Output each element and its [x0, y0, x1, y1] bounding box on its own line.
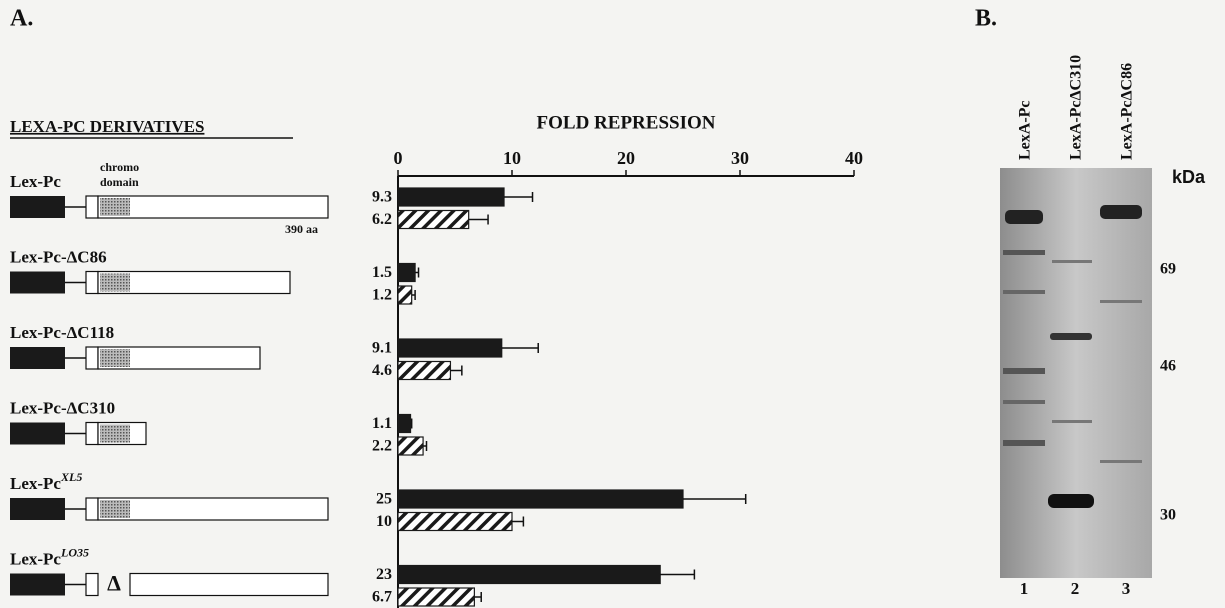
x-tick-label: 20: [617, 148, 635, 168]
chromo-domain: [100, 349, 130, 367]
bar: [398, 415, 411, 433]
x-tick-label: 0: [394, 148, 403, 168]
marker-label: 69: [1160, 261, 1176, 278]
bar: [398, 588, 474, 606]
error-bar: [469, 215, 488, 225]
value-label: 23: [376, 566, 392, 583]
error-bar: [660, 570, 694, 580]
pc-n-term: [86, 423, 98, 445]
error-bar: [504, 192, 533, 202]
value-label: 2.2: [372, 438, 392, 455]
annotation: domain: [100, 175, 139, 189]
error-bar: [474, 592, 481, 602]
construct-label: Lex-Pc: [10, 172, 61, 191]
deletion-mark: Δ: [107, 571, 121, 596]
chromo-domain: [100, 425, 130, 443]
bar: [398, 566, 660, 584]
bar: [398, 211, 469, 229]
x-tick-label: 30: [731, 148, 749, 168]
pc-n-term: [86, 272, 98, 294]
marker-label: 46: [1160, 358, 1176, 375]
bar: [398, 437, 423, 455]
error-bar: [512, 517, 523, 527]
chromo-domain: [100, 274, 130, 292]
construct-superscript: LO35: [60, 545, 89, 559]
construct-label: Lex-PcLO35: [10, 545, 89, 568]
bar: [398, 339, 502, 357]
lexa-domain: [10, 272, 65, 294]
construct-label: Lex-Pc-ΔC310: [10, 398, 115, 417]
bar: [398, 188, 504, 206]
pc-n-term: [86, 347, 98, 369]
figure: A. B. LEXA-PC DERIVATIVES FOLD REPRESSIO…: [0, 0, 1225, 608]
heading: LEXA-PC DERIVATIVES: [10, 117, 204, 136]
construct-name: Lex-Pc-ΔC310: [10, 398, 115, 417]
value-label: 10: [376, 513, 392, 530]
error-bar: [683, 494, 746, 504]
lexa-domain: [10, 196, 65, 218]
value-label: 9.3: [372, 189, 392, 206]
value-label: 6.7: [372, 589, 392, 606]
chart-title: FOLD REPRESSION: [537, 112, 716, 133]
pc-n-term: [86, 196, 98, 218]
chromo-domain: [100, 198, 130, 216]
lexa-domain: [10, 498, 65, 520]
value-label: 4.6: [372, 362, 392, 379]
construct-superscript: XL5: [60, 470, 82, 484]
lane-number: 1: [1020, 579, 1029, 598]
marker-label: 30: [1160, 507, 1176, 524]
panel-label: A.: [10, 6, 33, 32]
pc-n-term: [86, 574, 98, 596]
length-label: 390 aa: [285, 222, 318, 236]
error-bar: [450, 366, 461, 376]
x-tick-label: 10: [503, 148, 521, 168]
construct-name: Lex-Pc: [10, 549, 61, 568]
panel-label: B.: [975, 6, 997, 32]
construct-name: Lex-Pc: [10, 474, 61, 493]
value-label: 1.1: [372, 415, 392, 432]
value-label: 1.2: [372, 287, 392, 304]
bar: [398, 286, 412, 304]
pc-n-term: [86, 498, 98, 520]
bar: [398, 362, 450, 380]
lexa-domain: [10, 423, 65, 445]
value-label: 9.1: [372, 340, 392, 357]
pc-body: [98, 498, 328, 520]
annotation: chromo: [100, 160, 139, 174]
gel-image: [1000, 168, 1152, 578]
bar: [398, 513, 512, 531]
construct-label: Lex-Pc-ΔC86: [10, 247, 107, 266]
pc-body: [130, 574, 328, 596]
construct-name: Lex-Pc: [10, 172, 61, 191]
value-label: 6.2: [372, 211, 392, 228]
chromo-domain: [100, 500, 130, 518]
construct-label: Lex-Pc-ΔC118: [10, 323, 114, 342]
construct-name: Lex-Pc-ΔC86: [10, 247, 107, 266]
lane-number: 2: [1071, 579, 1080, 598]
bar: [398, 264, 415, 282]
value-label: 25: [376, 491, 392, 508]
value-label: 1.5: [372, 264, 392, 281]
construct-label: Lex-PcXL5: [10, 470, 82, 493]
lane-number: 3: [1122, 579, 1131, 598]
unit-label: kDa: [1172, 167, 1206, 187]
lane-label: LexA-PcΔC86: [1119, 63, 1136, 160]
lexa-domain: [10, 574, 65, 596]
bar: [398, 490, 683, 508]
x-tick-label: 40: [845, 148, 863, 168]
lane-label: LexA-Pc: [1017, 100, 1034, 160]
lexa-domain: [10, 347, 65, 369]
lane-label: LexA-PcΔC310: [1068, 55, 1085, 160]
error-bar: [502, 343, 538, 353]
construct-name: Lex-Pc-ΔC118: [10, 323, 114, 342]
pc-body: [98, 196, 328, 218]
